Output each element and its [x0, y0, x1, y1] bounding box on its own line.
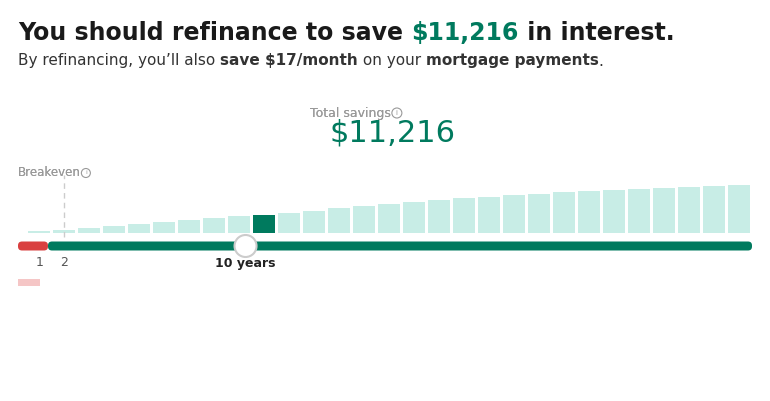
Text: on your: on your	[358, 53, 426, 69]
Bar	[678, 186, 700, 233]
Bar	[328, 208, 350, 233]
Text: Breakeven: Breakeven	[18, 166, 81, 180]
Bar	[303, 211, 325, 233]
Text: By refinancing, you’ll also: By refinancing, you’ll also	[18, 53, 220, 69]
Bar	[128, 224, 150, 233]
Text: Total savings: Total savings	[310, 107, 391, 119]
Bar	[477, 196, 500, 233]
Text: $11,216: $11,216	[411, 21, 519, 45]
Bar	[253, 215, 276, 233]
Bar	[603, 190, 625, 233]
Bar	[427, 200, 450, 233]
Bar	[78, 228, 100, 233]
Text: mortgage payments: mortgage payments	[426, 53, 599, 69]
Bar	[153, 222, 176, 233]
Bar	[228, 216, 250, 233]
Bar	[103, 226, 126, 233]
Bar	[278, 213, 300, 233]
Text: i: i	[85, 170, 87, 176]
Bar	[578, 190, 600, 233]
Bar	[18, 279, 40, 286]
Text: 2: 2	[60, 257, 69, 269]
Bar	[53, 229, 75, 233]
Text: Breakeven: Breakeven	[18, 166, 81, 180]
FancyBboxPatch shape	[18, 241, 48, 251]
Bar	[28, 231, 51, 233]
Text: Total savings: Total savings	[310, 107, 391, 119]
Bar	[503, 195, 525, 233]
Text: You should refinance to save: You should refinance to save	[18, 21, 411, 45]
FancyBboxPatch shape	[48, 241, 752, 251]
Bar	[403, 202, 425, 233]
Bar	[178, 219, 200, 233]
Bar	[652, 188, 675, 233]
Text: 10 years: 10 years	[216, 257, 276, 269]
Bar	[728, 184, 750, 233]
Bar	[203, 218, 226, 233]
Bar	[527, 194, 550, 233]
Text: 1: 1	[35, 257, 43, 269]
Circle shape	[235, 235, 256, 257]
Bar	[628, 188, 650, 233]
Text: $11,216: $11,216	[330, 119, 456, 148]
Bar	[353, 206, 375, 233]
Text: save $17/month: save $17/month	[220, 53, 358, 69]
Bar	[553, 192, 575, 233]
Bar	[702, 186, 725, 233]
Bar	[453, 198, 475, 233]
Text: in interest.: in interest.	[519, 21, 675, 45]
Bar	[378, 204, 400, 233]
Text: i: i	[396, 110, 398, 116]
Text: .: .	[599, 53, 604, 69]
